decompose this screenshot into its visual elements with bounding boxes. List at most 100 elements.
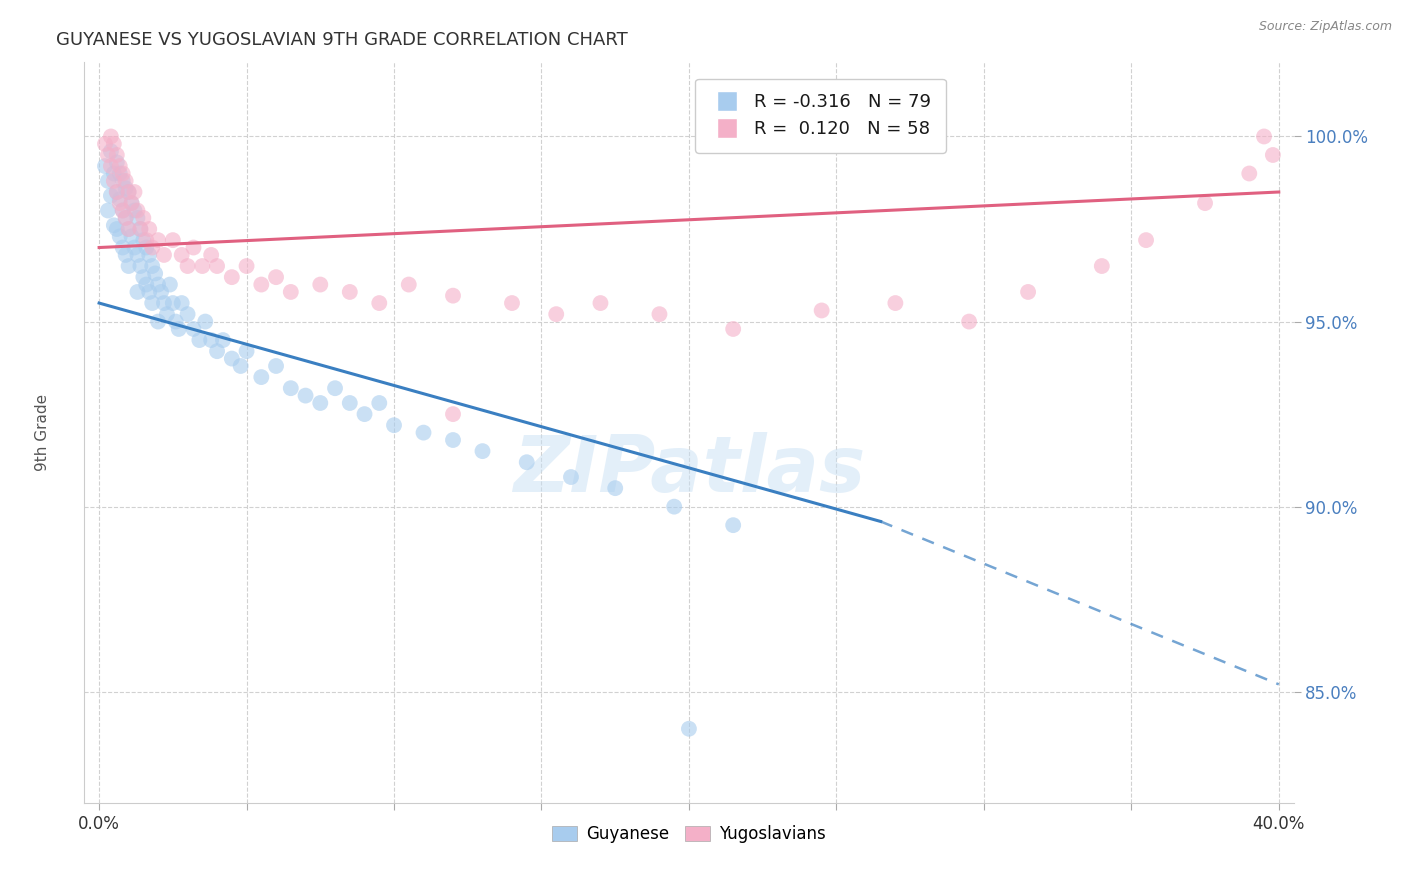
Point bbox=[94, 136, 117, 151]
Point bbox=[103, 166, 125, 180]
Point bbox=[141, 240, 163, 254]
Point bbox=[100, 129, 122, 144]
Point bbox=[111, 203, 134, 218]
Point bbox=[368, 396, 391, 410]
Point bbox=[100, 188, 122, 202]
Point bbox=[1194, 196, 1216, 211]
Point bbox=[323, 381, 346, 395]
Point bbox=[280, 285, 302, 299]
Point bbox=[135, 277, 157, 292]
Point bbox=[170, 296, 193, 310]
Point bbox=[100, 159, 122, 173]
Point bbox=[117, 185, 139, 199]
Point bbox=[294, 388, 316, 402]
Point bbox=[156, 307, 179, 321]
Point bbox=[138, 248, 160, 262]
Point bbox=[114, 181, 136, 195]
Point bbox=[250, 370, 273, 384]
Point bbox=[339, 396, 361, 410]
Point bbox=[229, 359, 252, 373]
Point bbox=[132, 270, 155, 285]
Point bbox=[412, 425, 434, 440]
Point bbox=[250, 277, 273, 292]
Legend: Guyanese, Yugoslavians: Guyanese, Yugoslavians bbox=[546, 819, 832, 850]
Point bbox=[957, 314, 980, 328]
Point bbox=[1253, 129, 1275, 144]
Point bbox=[135, 233, 157, 247]
Point bbox=[441, 433, 464, 447]
Point bbox=[165, 314, 187, 328]
Point bbox=[648, 307, 671, 321]
Point bbox=[108, 196, 131, 211]
Point bbox=[138, 222, 160, 236]
Point bbox=[114, 211, 136, 225]
Point bbox=[105, 185, 128, 199]
Point bbox=[124, 185, 146, 199]
Point bbox=[105, 222, 128, 236]
Point bbox=[159, 277, 181, 292]
Point bbox=[235, 344, 257, 359]
Point bbox=[132, 211, 155, 225]
Point bbox=[162, 296, 184, 310]
Point bbox=[167, 322, 190, 336]
Point bbox=[721, 518, 744, 533]
Point bbox=[146, 277, 169, 292]
Point bbox=[127, 248, 149, 262]
Point bbox=[127, 285, 149, 299]
Point bbox=[94, 159, 117, 173]
Point bbox=[501, 296, 523, 310]
Point bbox=[605, 481, 627, 495]
Point bbox=[111, 174, 134, 188]
Point bbox=[205, 344, 228, 359]
Point bbox=[108, 159, 131, 173]
Point bbox=[141, 259, 163, 273]
Point bbox=[114, 174, 136, 188]
Point bbox=[121, 196, 143, 211]
Point bbox=[516, 455, 538, 469]
Text: ZIPatlas: ZIPatlas bbox=[513, 432, 865, 508]
Point bbox=[264, 270, 287, 285]
Point bbox=[105, 185, 128, 199]
Point bbox=[127, 211, 149, 225]
Point bbox=[100, 145, 122, 159]
Point bbox=[471, 444, 494, 458]
Point bbox=[108, 193, 131, 207]
Point bbox=[200, 333, 222, 347]
Point bbox=[1017, 285, 1039, 299]
Point bbox=[441, 407, 464, 421]
Point bbox=[121, 196, 143, 211]
Point bbox=[188, 333, 211, 347]
Point bbox=[368, 296, 391, 310]
Point bbox=[280, 381, 302, 395]
Point bbox=[382, 418, 405, 433]
Point bbox=[200, 248, 222, 262]
Point bbox=[170, 248, 193, 262]
Text: Source: ZipAtlas.com: Source: ZipAtlas.com bbox=[1258, 20, 1392, 33]
Point bbox=[111, 240, 134, 254]
Point bbox=[194, 314, 217, 328]
Point bbox=[150, 285, 173, 299]
Point bbox=[309, 396, 332, 410]
Point bbox=[117, 222, 139, 236]
Point bbox=[1091, 259, 1114, 273]
Point bbox=[124, 240, 146, 254]
Point bbox=[129, 222, 152, 236]
Point bbox=[884, 296, 907, 310]
Point bbox=[235, 259, 257, 273]
Point bbox=[114, 211, 136, 225]
Point bbox=[111, 166, 134, 180]
Point bbox=[129, 259, 152, 273]
Point bbox=[353, 407, 375, 421]
Point bbox=[103, 136, 125, 151]
Point bbox=[153, 248, 176, 262]
Point bbox=[138, 285, 160, 299]
Point bbox=[121, 229, 143, 244]
Point bbox=[117, 222, 139, 236]
Point bbox=[114, 248, 136, 262]
Point bbox=[1261, 148, 1284, 162]
Point bbox=[103, 174, 125, 188]
Point bbox=[124, 203, 146, 218]
Point bbox=[135, 240, 157, 254]
Point bbox=[97, 174, 120, 188]
Point bbox=[221, 270, 243, 285]
